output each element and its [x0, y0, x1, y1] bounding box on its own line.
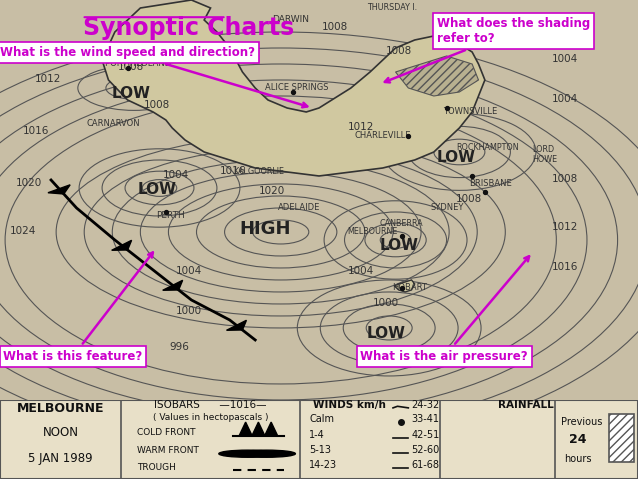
Text: 1008: 1008 — [386, 46, 412, 56]
Text: LOW: LOW — [137, 182, 176, 197]
Text: 1-4: 1-4 — [309, 430, 325, 440]
Point — [467, 172, 477, 180]
Text: What is the air pressure?: What is the air pressure? — [360, 256, 529, 363]
Text: 33-41: 33-41 — [412, 414, 440, 424]
Text: 1024: 1024 — [10, 226, 36, 236]
Text: CHARLEVILLE: CHARLEVILLE — [354, 131, 411, 140]
Text: TOWNSVILLE: TOWNSVILLE — [443, 107, 498, 116]
Circle shape — [219, 450, 276, 457]
Text: 5-13: 5-13 — [309, 445, 331, 455]
Text: Calm: Calm — [309, 414, 334, 424]
Polygon shape — [112, 240, 131, 251]
Text: 1008: 1008 — [456, 194, 482, 204]
Text: MELBOURNE: MELBOURNE — [17, 402, 105, 415]
Text: HOBART: HOBART — [392, 283, 427, 292]
Text: SYDNEY: SYDNEY — [431, 203, 464, 212]
Text: DARWIN: DARWIN — [272, 15, 309, 24]
Text: 24-32: 24-32 — [412, 400, 440, 410]
Polygon shape — [396, 56, 478, 96]
Point — [480, 188, 490, 196]
Text: ( Values in hectopascals ): ( Values in hectopascals ) — [152, 413, 269, 422]
Text: 1016: 1016 — [552, 262, 578, 272]
Text: 1008: 1008 — [118, 62, 144, 72]
Point — [288, 88, 299, 96]
Text: hours: hours — [563, 454, 591, 464]
Text: 52-60: 52-60 — [412, 445, 440, 455]
Point — [122, 64, 133, 72]
Text: Previous: Previous — [561, 417, 603, 427]
Text: ALICE SPRINGS: ALICE SPRINGS — [265, 83, 329, 92]
Text: 5 JAN 1989: 5 JAN 1989 — [28, 452, 93, 465]
Point — [403, 132, 413, 140]
Polygon shape — [252, 422, 265, 435]
Text: 1004: 1004 — [175, 266, 202, 276]
Text: 42-51: 42-51 — [412, 430, 440, 440]
Text: ISOBARS      —1016—: ISOBARS —1016— — [154, 400, 267, 410]
Text: RAINFALL: RAINFALL — [498, 400, 553, 410]
Text: 1004: 1004 — [552, 54, 578, 64]
Text: 1000: 1000 — [175, 306, 202, 316]
Text: 1004: 1004 — [163, 170, 189, 180]
Text: 1020: 1020 — [16, 178, 42, 188]
Polygon shape — [102, 0, 485, 176]
Text: HIGH: HIGH — [239, 220, 291, 238]
Bar — [609, 414, 634, 462]
Text: MELBOURNE: MELBOURNE — [348, 227, 398, 236]
Text: 1012: 1012 — [348, 122, 374, 132]
Text: ROCKHAMPTON: ROCKHAMPTON — [456, 143, 519, 152]
Text: 1012: 1012 — [35, 74, 61, 84]
Text: 61-68: 61-68 — [412, 460, 440, 470]
Text: 1004: 1004 — [552, 94, 578, 104]
Polygon shape — [239, 422, 252, 435]
Point — [161, 208, 171, 216]
Text: 24: 24 — [568, 433, 586, 446]
Text: 1016: 1016 — [220, 166, 246, 176]
Text: Synoptic Charts: Synoptic Charts — [83, 16, 294, 40]
Text: LOW: LOW — [380, 238, 419, 253]
Text: 996: 996 — [169, 342, 189, 352]
Text: WINDS km/h: WINDS km/h — [313, 400, 385, 410]
Text: What is the wind speed and direction?: What is the wind speed and direction? — [0, 46, 308, 107]
Polygon shape — [48, 185, 70, 194]
Point — [397, 232, 407, 240]
Point — [397, 284, 407, 292]
Text: ADELAIDE: ADELAIDE — [278, 203, 320, 212]
Text: What is this feature?: What is this feature? — [3, 252, 153, 363]
Text: PERTH: PERTH — [156, 211, 185, 220]
Polygon shape — [394, 280, 415, 292]
Text: 1008: 1008 — [552, 174, 578, 184]
Polygon shape — [265, 422, 278, 435]
Text: LORD
HOWE: LORD HOWE — [533, 145, 558, 164]
Text: 1008: 1008 — [144, 100, 170, 110]
Text: 1004: 1004 — [348, 266, 374, 276]
Text: 14-23: 14-23 — [309, 460, 338, 470]
Text: THURSDAY I.: THURSDAY I. — [367, 3, 417, 12]
Circle shape — [238, 450, 295, 457]
Polygon shape — [163, 280, 182, 290]
Text: COLD FRONT: COLD FRONT — [137, 428, 196, 437]
Text: LOW: LOW — [367, 326, 406, 341]
Text: LOW: LOW — [437, 150, 476, 165]
Text: 1000: 1000 — [373, 298, 399, 308]
Text: 1012: 1012 — [552, 222, 578, 232]
Text: KALGOORLIE: KALGOORLIE — [233, 167, 284, 176]
Text: 1020: 1020 — [258, 186, 285, 196]
Text: CANBERRA: CANBERRA — [380, 219, 423, 228]
Point — [441, 104, 452, 112]
Polygon shape — [226, 320, 246, 331]
Text: NOON: NOON — [43, 425, 78, 439]
Text: LOW: LOW — [112, 86, 151, 101]
Text: CARNARVON: CARNARVON — [86, 119, 140, 128]
Text: 1016: 1016 — [22, 126, 48, 136]
Text: What does the shading
refer to?: What does the shading refer to? — [385, 17, 590, 82]
Text: WARM FRONT: WARM FRONT — [137, 446, 199, 455]
Text: TROUGH: TROUGH — [137, 463, 176, 471]
Text: BRISBANE: BRISBANE — [469, 179, 512, 188]
Text: PORT HEDLAND: PORT HEDLAND — [105, 59, 172, 68]
Text: 1008: 1008 — [322, 22, 348, 32]
